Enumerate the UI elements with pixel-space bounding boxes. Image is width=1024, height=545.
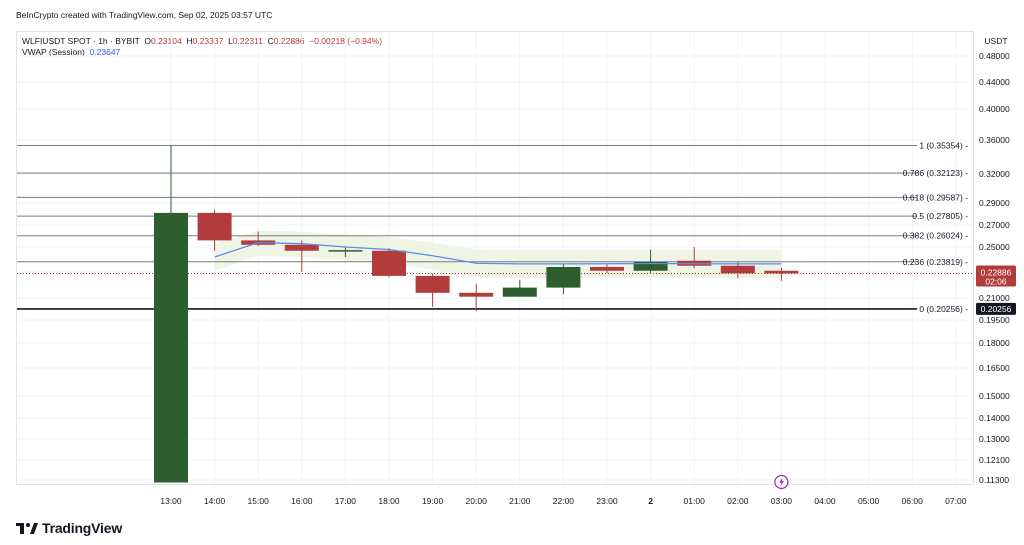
- x-tick-label: 14:00: [204, 496, 226, 506]
- ohlc-close: 0.22886: [273, 36, 305, 46]
- ohlc-close-label: C: [267, 36, 274, 46]
- y-tick-label: 0.21000: [979, 293, 1010, 303]
- fib-level-label: 0.618 (0.29587) -: [903, 192, 968, 202]
- tradingview-logo-icon: [16, 523, 38, 534]
- chart-credit: BeInCrypto created with TradingView.com,…: [16, 10, 273, 20]
- x-tick-label: 19:00: [422, 496, 444, 506]
- x-tick-label: 01:00: [684, 496, 706, 506]
- ohlc-low-label: L: [228, 36, 233, 46]
- candle-body[interactable]: [415, 275, 450, 293]
- lightning-bolt-glyph: [779, 477, 784, 487]
- candle-body[interactable]: [764, 270, 799, 274]
- brand-name: TradingView: [42, 520, 123, 536]
- candle-body[interactable]: [633, 262, 668, 271]
- fib-level-label: 0.236 (0.23819) -: [903, 257, 968, 267]
- fib-level-label: 0.382 (0.26024) -: [903, 231, 968, 241]
- y-tick-label: 0.48000: [979, 51, 1010, 61]
- x-tick-label: 23:00: [596, 496, 618, 506]
- candle-body[interactable]: [590, 267, 624, 271]
- candle-body[interactable]: [284, 244, 319, 251]
- candle-body[interactable]: [459, 292, 494, 297]
- candle-body[interactable]: [372, 250, 406, 276]
- ohlc-open-label: O: [144, 36, 151, 46]
- symbol-name[interactable]: WLFIUSDT SPOT · 1h · BYBIT: [22, 36, 140, 46]
- x-tick-label: 13:00: [160, 496, 182, 506]
- vwap-line: [214, 241, 782, 265]
- tradingview-logo[interactable]: TradingView: [16, 519, 122, 537]
- x-tick-label: 21:00: [509, 496, 531, 506]
- vwap-value: 0.23647: [89, 47, 121, 57]
- vwap-band: [214, 230, 782, 278]
- fib-level-label: 0.786 (0.32123) -: [903, 168, 968, 178]
- y-tick-label: 0.11300: [979, 475, 1009, 485]
- vwap-label[interactable]: VWAP (Session): [22, 47, 85, 57]
- y-tick-label: 0.25000: [979, 242, 1010, 252]
- x-tick-label: 15:00: [248, 496, 270, 506]
- y-tick-label: 0.14000: [979, 413, 1010, 423]
- last-price-tag: [976, 265, 1016, 287]
- y-tick-label: 0.12100: [979, 455, 1010, 465]
- y-tick-label: 0.40000: [979, 104, 1010, 114]
- x-tick-label: 05:00: [858, 496, 880, 506]
- candle-body[interactable]: [154, 212, 188, 483]
- y-tick-label: 0.16500: [979, 363, 1010, 373]
- fib-level-label: 0.5 (0.27805) -: [912, 211, 968, 221]
- support-price-tag: [976, 302, 1016, 315]
- x-tick-label: 2: [648, 496, 653, 506]
- y-tick-label: 0.32000: [979, 169, 1010, 179]
- x-tick-label: 22:00: [553, 496, 575, 506]
- x-tick-label: 07:00: [945, 496, 967, 506]
- ohlc-high-label: H: [186, 36, 193, 46]
- ohlc-low: 0.22311: [232, 36, 263, 46]
- ohlc-open: 0.23104: [150, 36, 182, 46]
- legend-vwap-row: VWAP (Session) 0.23647: [22, 47, 382, 58]
- candle-body[interactable]: [197, 212, 232, 241]
- y-tick-label: 0.13000: [979, 434, 1010, 444]
- y-tick-label: 0.29000: [979, 198, 1010, 208]
- fib-level-label: 0 (0.20256) -: [919, 304, 968, 314]
- x-tick-label: 06:00: [902, 496, 924, 506]
- support-price-value: 0.20256: [981, 304, 1012, 314]
- y-tick-label: 0.18000: [979, 338, 1010, 348]
- candle-body[interactable]: [720, 265, 755, 274]
- x-tick-label: 18:00: [378, 496, 400, 506]
- x-tick-label: 17:00: [335, 496, 357, 506]
- candle-body[interactable]: [502, 287, 537, 297]
- x-tick-label: 02:00: [727, 496, 749, 506]
- axis-currency-label: USDT: [984, 36, 1007, 46]
- y-tick-label: 0.44000: [979, 77, 1010, 87]
- last-price-value: 0.22886: [981, 267, 1012, 277]
- chart-pane[interactable]: [16, 31, 974, 485]
- x-tick-label: 03:00: [771, 496, 793, 506]
- fib-level-label: 1 (0.35354) -: [919, 140, 968, 150]
- ohlc-high: 0.23337: [192, 36, 224, 46]
- candle-body[interactable]: [328, 250, 363, 252]
- x-tick-label: 04:00: [814, 496, 836, 506]
- x-tick-label: 20:00: [466, 496, 488, 506]
- candle-body[interactable]: [546, 267, 581, 288]
- x-tick-label: 16:00: [291, 496, 313, 506]
- bar-countdown: 02:06: [985, 276, 1007, 286]
- y-tick-label: 0.27000: [979, 220, 1010, 230]
- y-tick-label: 0.15000: [979, 391, 1010, 401]
- y-tick-label: 0.36000: [979, 135, 1010, 145]
- y-tick-label: 0.19500: [979, 315, 1010, 325]
